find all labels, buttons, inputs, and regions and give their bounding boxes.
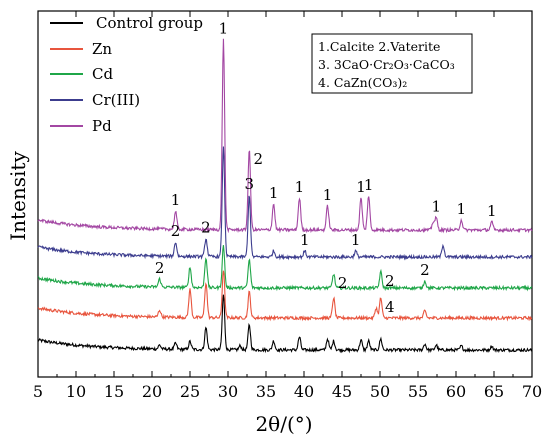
series-line-control-group <box>37 294 533 354</box>
x-tick-label: 55 <box>408 382 428 401</box>
series-group <box>37 38 533 354</box>
peak-label: 1 <box>323 186 333 204</box>
x-tick-label: 10 <box>66 382 86 401</box>
x-ticks: 5 10 15 20 25 30 35 40 45 50 55 60 65 70 <box>33 11 542 401</box>
y-axis-title: Intensity <box>6 151 30 241</box>
x-tick-label: 45 <box>332 382 352 401</box>
peak-label: 2 <box>155 259 165 277</box>
legend-label: Cr(III) <box>92 91 140 109</box>
peak-label: 2 <box>254 150 264 168</box>
peak-label: 1 <box>269 184 279 202</box>
x-tick-label: 30 <box>218 382 238 401</box>
peak-label: 3 <box>245 175 255 193</box>
peak-label: 1 <box>457 200 467 218</box>
peak-label: 1 <box>219 20 229 38</box>
peak-label: 2 <box>171 222 181 240</box>
legend: Control group Zn Cd Cr(III) Pd <box>50 14 203 135</box>
peak-label: 2 <box>338 274 348 292</box>
series-line-cr-iii <box>37 146 533 261</box>
x-axis-title: 2θ/(°) <box>255 412 312 436</box>
note-box-line-3: 4. CaZn(CO₃)₂ <box>318 75 407 90</box>
peak-label: 4 <box>385 298 395 316</box>
note-box-line-2: 3. 3CaO·Cr₂O₃·CaCO₃ <box>318 57 455 72</box>
phase-note-box: 1.Calcite 2.Vaterite 3. 3CaO·Cr₂O₃·CaCO₃… <box>311 33 473 94</box>
peak-label: 1 <box>487 202 497 220</box>
legend-label: Control group <box>96 14 203 32</box>
x-tick-label: 20 <box>142 382 162 401</box>
x-tick-label: 40 <box>294 382 314 401</box>
peak-label: 1 <box>171 191 181 209</box>
legend-label: Cd <box>92 65 113 83</box>
x-tick-label: 70 <box>522 382 542 401</box>
peak-label: 2 <box>385 272 395 290</box>
peak-label: 1 <box>300 231 310 249</box>
peak-label: 1 <box>295 178 305 196</box>
x-tick-label: 35 <box>256 382 276 401</box>
x-tick-label: 5 <box>33 382 43 401</box>
x-tick-label: 65 <box>484 382 504 401</box>
x-tick-label: 25 <box>180 382 200 401</box>
peak-label: 2 <box>201 219 211 237</box>
legend-label: Zn <box>92 40 112 58</box>
peak-label: 1 <box>431 198 441 216</box>
peak-label: 1 <box>356 178 366 196</box>
x-tick-label: 50 <box>370 382 390 401</box>
series-line-pd <box>37 38 533 234</box>
peak-label: 2 <box>420 261 430 279</box>
legend-label: Pd <box>92 117 112 135</box>
note-box-line-1: 1.Calcite 2.Vaterite <box>318 39 440 54</box>
x-tick-label: 60 <box>446 382 466 401</box>
peak-label: 1 <box>364 176 374 194</box>
note-box-frame <box>311 33 473 94</box>
series-line-cd <box>37 245 533 292</box>
x-tick-label: 15 <box>104 382 124 401</box>
series-line-zn <box>37 270 533 322</box>
peak-label: 1 <box>351 231 361 249</box>
